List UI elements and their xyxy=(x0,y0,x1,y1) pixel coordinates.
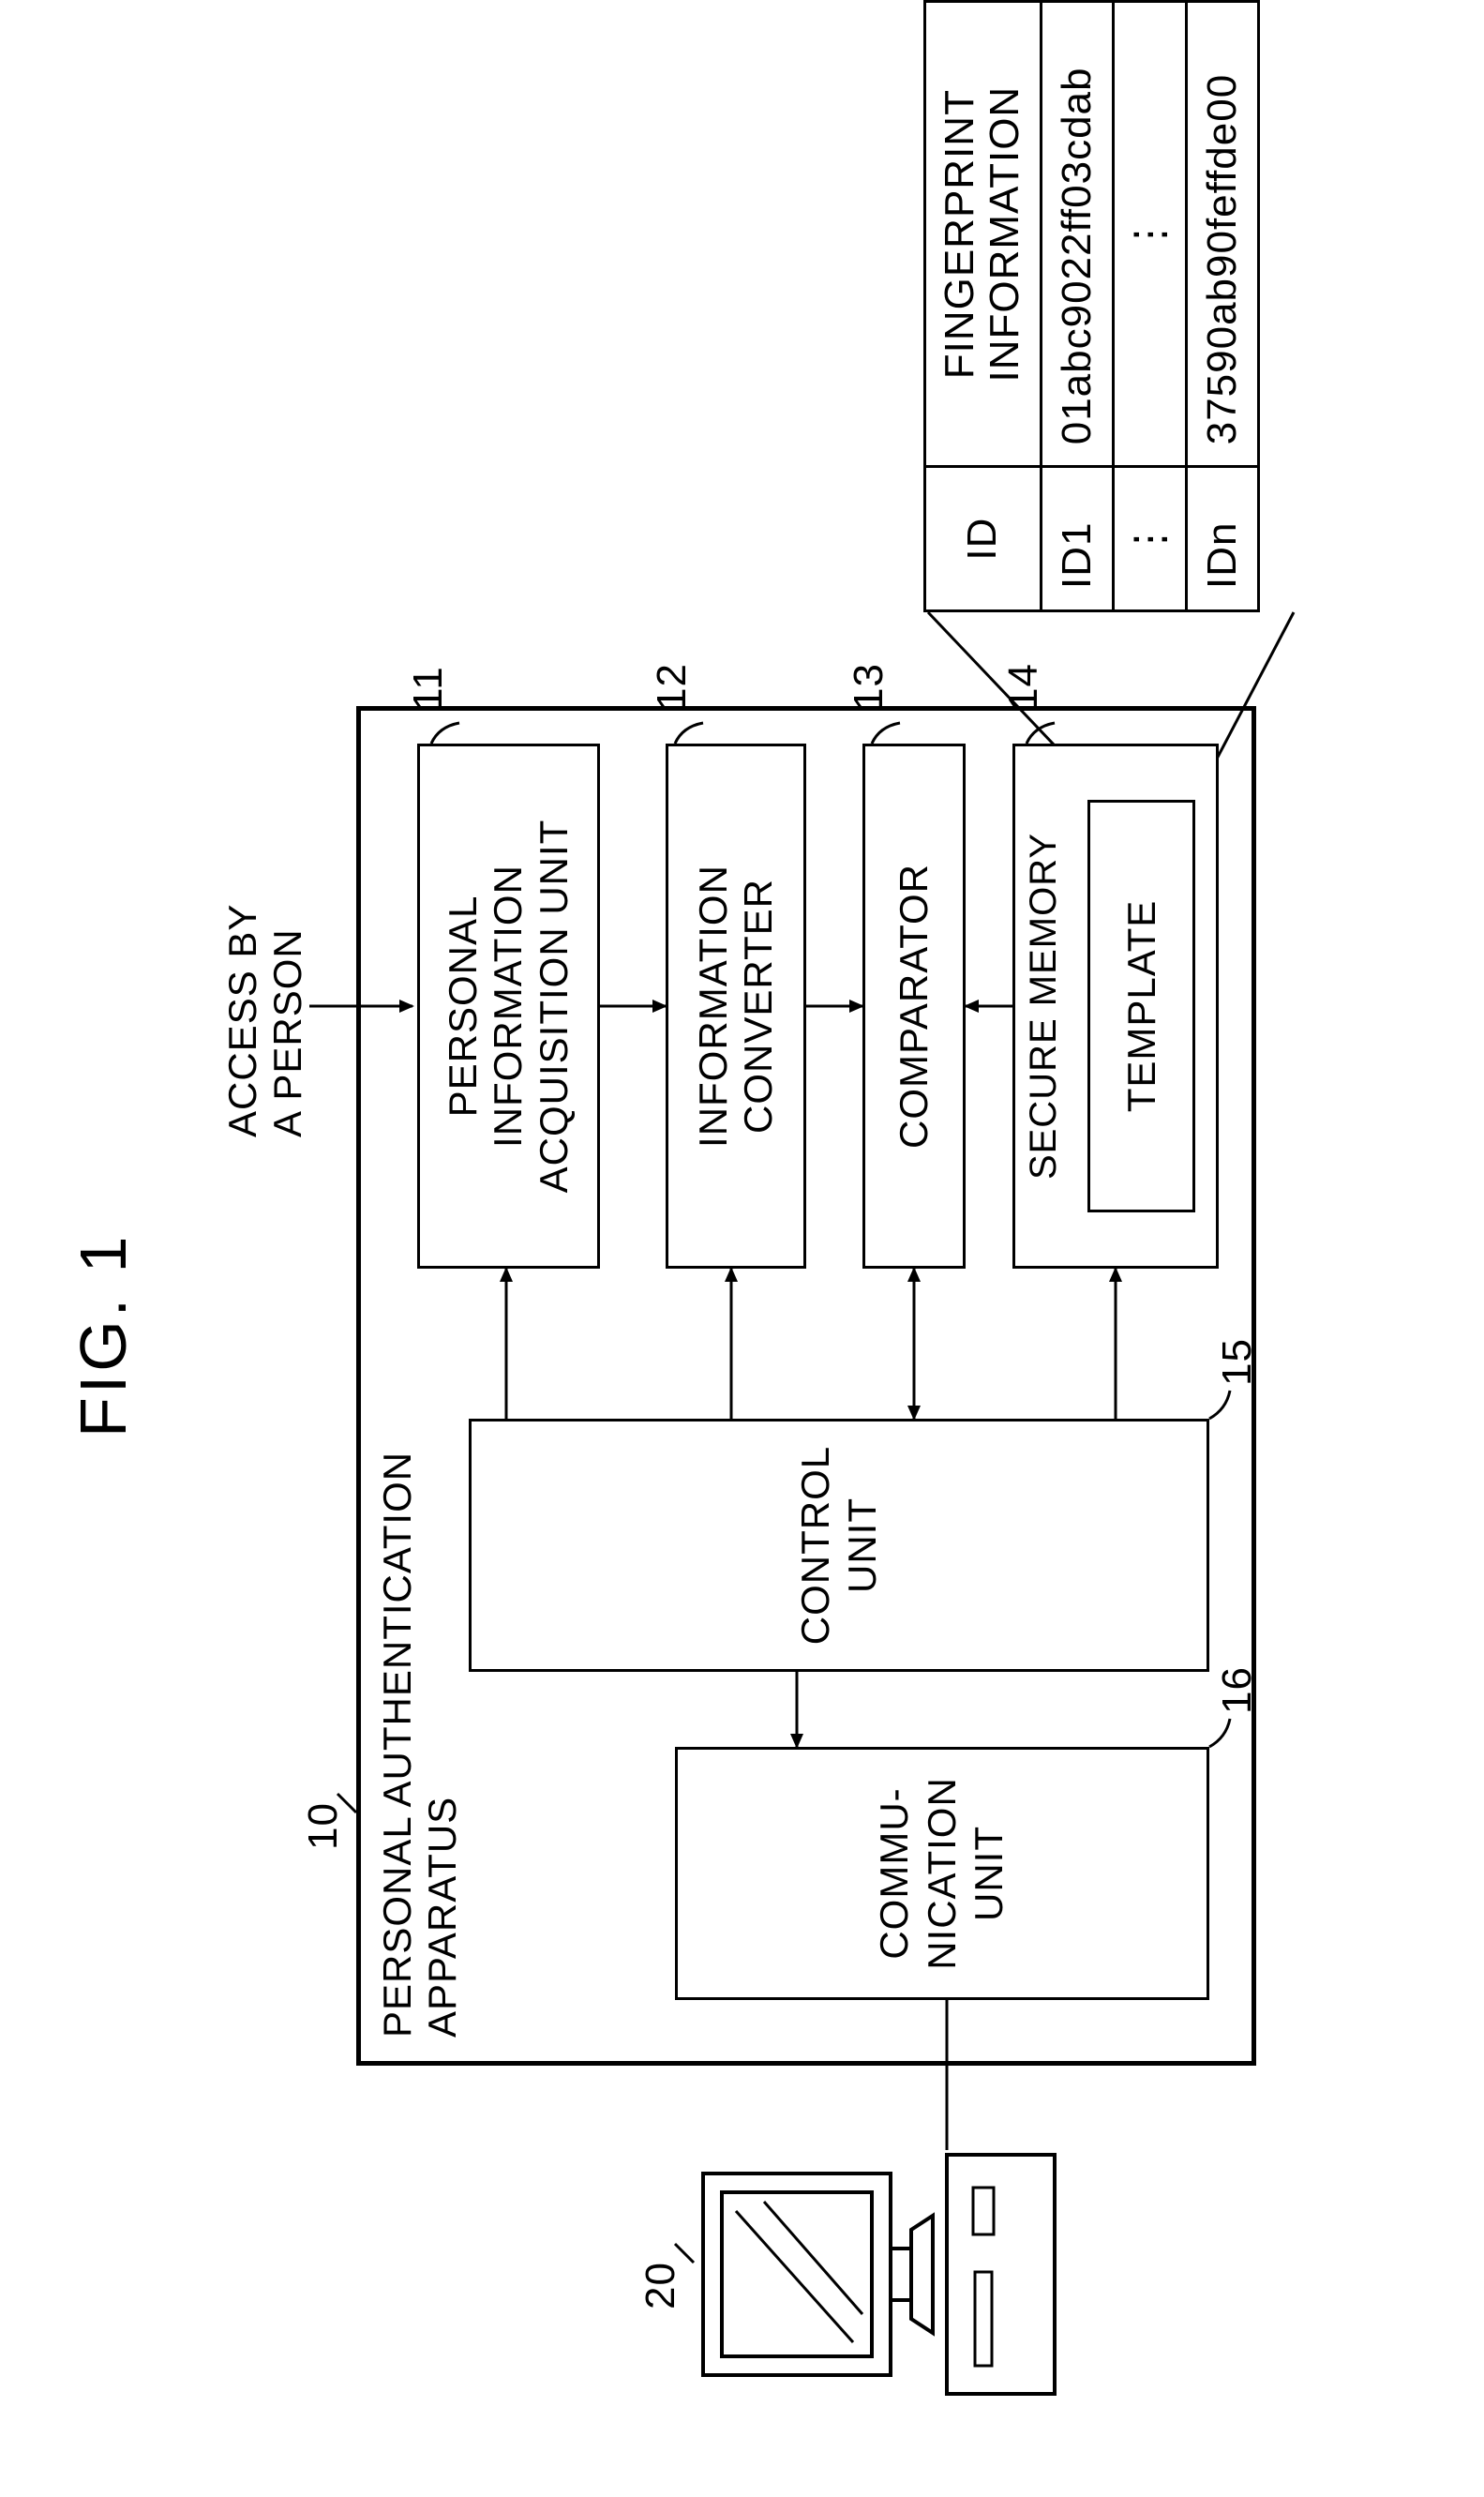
block-communication-label: COMMU- NICATION UNIT xyxy=(871,1777,1012,1970)
block-acquisition-label: PERSONAL INFORMATION ACQUISITION UNIT xyxy=(441,820,577,1194)
block-comparator-label: COMPARATOR xyxy=(892,864,937,1149)
block-control: CONTROL UNIT xyxy=(469,1419,1209,1672)
table-cell: ⋮ xyxy=(1113,2,1186,467)
table-row: ⋮ ⋮ xyxy=(1113,2,1186,611)
table-cell: 01abc9022ff03cdab xyxy=(1041,2,1113,467)
figure-title: FIG. 1 xyxy=(66,1233,141,1437)
block-converter: INFORMATION CONVERTER xyxy=(666,744,806,1269)
template-table: ID FINGERPRINT INFORMATION ID1 01abc9022… xyxy=(923,0,1260,612)
table-cell: IDn xyxy=(1186,467,1258,611)
block-template: TEMPLATE xyxy=(1087,800,1195,1212)
block-comparator: COMPARATOR xyxy=(862,744,966,1269)
table-cell: ⋮ xyxy=(1113,467,1186,611)
table-col-id: ID xyxy=(925,467,1042,611)
table-cell: 37590ab90feffde00 xyxy=(1186,2,1258,467)
block-communication: COMMU- NICATION UNIT xyxy=(675,1747,1209,2000)
table-header-row: ID FINGERPRINT INFORMATION xyxy=(925,2,1042,611)
ref-12: 12 xyxy=(649,663,696,711)
ref-11: 11 xyxy=(405,666,452,711)
computer-icon xyxy=(694,2150,1069,2399)
ref-15: 15 xyxy=(1214,1338,1261,1386)
ref-10: 10 xyxy=(300,1802,347,1850)
block-control-label: CONTROL UNIT xyxy=(792,1446,887,1645)
block-acquisition: PERSONAL INFORMATION ACQUISITION UNIT xyxy=(417,744,600,1269)
table-row: ID1 01abc9022ff03cdab xyxy=(1041,2,1113,611)
ref-14: 14 xyxy=(1000,663,1047,711)
table-row: IDn 37590ab90feffde00 xyxy=(1186,2,1258,611)
table-col-fingerprint: FINGERPRINT INFORMATION xyxy=(925,2,1042,467)
apparatus-label: PERSONAL AUTHENTICATION APPARATUS xyxy=(375,1452,466,2038)
table-cell: ID1 xyxy=(1041,467,1113,611)
block-converter-label: INFORMATION CONVERTER xyxy=(691,865,782,1148)
access-label: ACCESS BY A PERSON xyxy=(220,904,311,1137)
ref-20: 20 xyxy=(637,2262,684,2309)
block-secure-memory-label: SECURE MEMORY xyxy=(1023,833,1065,1180)
ref-13: 13 xyxy=(846,663,892,711)
ref-16: 16 xyxy=(1214,1666,1261,1714)
block-template-label: TEMPLATE xyxy=(1119,900,1164,1113)
